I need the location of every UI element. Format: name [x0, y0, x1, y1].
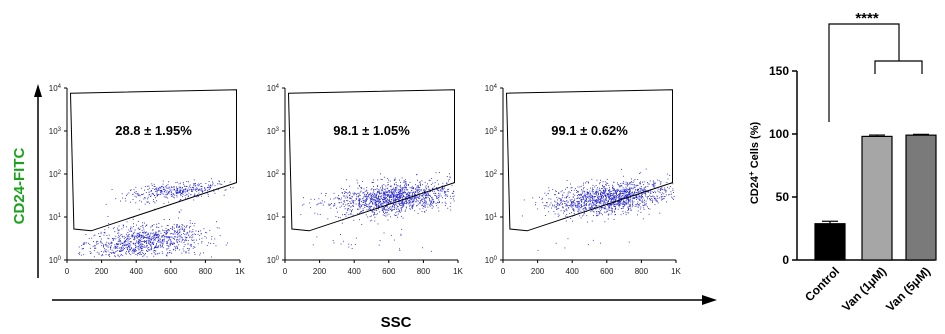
panel-x-tick-label: 400	[130, 267, 144, 276]
flow-panels: 100 101 102 103 104 0 200 400 600 800 1K 28.8 ± 1.9…	[49, 84, 682, 276]
panel-y-tick-label: 104	[267, 84, 280, 93]
panel-y-tick-label: 102	[49, 170, 62, 179]
panel-y-tick-label: 100	[267, 256, 280, 265]
panel-x-tick-label: 0	[283, 267, 288, 276]
significance-bracket: ****	[828, 10, 923, 122]
scatter-events	[78, 178, 234, 258]
panel-x-tick-label: 800	[199, 267, 213, 276]
panel-y-tick-label: 100	[485, 256, 498, 265]
panel-y-tick-label: 101	[485, 213, 498, 222]
bar-category-label: Van (1μM)	[839, 264, 889, 314]
flow-y-axis-arrow	[34, 84, 42, 278]
panel-y-tick-label: 101	[267, 213, 280, 222]
bar	[905, 134, 937, 261]
panel-x-tick-label: 400	[566, 267, 580, 276]
panel-y-tick-label: 102	[485, 170, 498, 179]
significance-label: ****	[855, 10, 879, 27]
panel-x-tick-label: 0	[65, 267, 70, 276]
panel-y-tick-label: 104	[49, 84, 62, 93]
panel-x-tick-label: 200	[95, 267, 109, 276]
panel-y-tick-label: 103	[485, 127, 498, 136]
bar-y-tick-label: 100	[769, 127, 789, 141]
flow-y-axis-label: CD24-FITC	[11, 147, 28, 224]
bar-category-label: Van (5μM)	[883, 264, 933, 314]
bar-y-axis-label: CD24+ Cells (%)	[747, 122, 762, 205]
bar	[814, 223, 846, 261]
scatter-events	[300, 172, 455, 252]
flow-x-axis-arrow	[52, 295, 717, 305]
panel-x-tick-label: 800	[417, 267, 431, 276]
panel-x-tick-label: 0	[501, 267, 506, 276]
panel-x-tick-label: 600	[600, 267, 614, 276]
bar-y-tick-label: 150	[769, 64, 789, 78]
flow-panel-van-5um: 100 101 102 103 104 0 200 400 600 800 1K 99.1 ± 0.6…	[485, 84, 682, 276]
gate	[287, 89, 455, 232]
gate-percentage: 98.1 ± 1.05%	[333, 123, 410, 138]
gate	[505, 89, 673, 232]
panel-x-tick-label: 200	[313, 267, 327, 276]
bar	[861, 135, 893, 261]
panel-x-tick-label: 600	[164, 267, 178, 276]
panel-y-tick-label: 103	[267, 127, 280, 136]
panel-y-tick-label: 103	[49, 127, 62, 136]
panel-x-tick-label: 1K	[453, 267, 463, 276]
scatter-events	[521, 168, 675, 251]
gate-percentage: 28.8 ± 1.95%	[115, 123, 192, 138]
gate	[69, 89, 237, 232]
panel-x-tick-label: 1K	[235, 267, 245, 276]
bar-category-label: Control	[802, 264, 842, 304]
panel-x-tick-label: 800	[635, 267, 649, 276]
panel-x-tick-label: 1K	[671, 267, 681, 276]
gate-percentage: 99.1 ± 0.62%	[551, 123, 628, 138]
panel-x-tick-label: 200	[531, 267, 545, 276]
panel-x-tick-label: 400	[348, 267, 362, 276]
panel-y-tick-label: 104	[485, 84, 498, 93]
bar-y-tick-label: 0	[782, 253, 789, 267]
flow-panel-control: 100 101 102 103 104 0 200 400 600 800 1K 28.8 ± 1.9…	[49, 84, 246, 276]
flow-x-axis-label: SSC	[381, 314, 412, 331]
flow-panel-van-1um: 100 101 102 103 104 0 200 400 600 800 1K 98.1 ± 1.0…	[267, 84, 464, 276]
bar-y-tick-label: 50	[776, 190, 790, 204]
panel-x-tick-label: 600	[382, 267, 396, 276]
panel-y-tick-label: 100	[49, 256, 62, 265]
panel-y-tick-label: 101	[49, 213, 62, 222]
panel-y-tick-label: 102	[267, 170, 280, 179]
